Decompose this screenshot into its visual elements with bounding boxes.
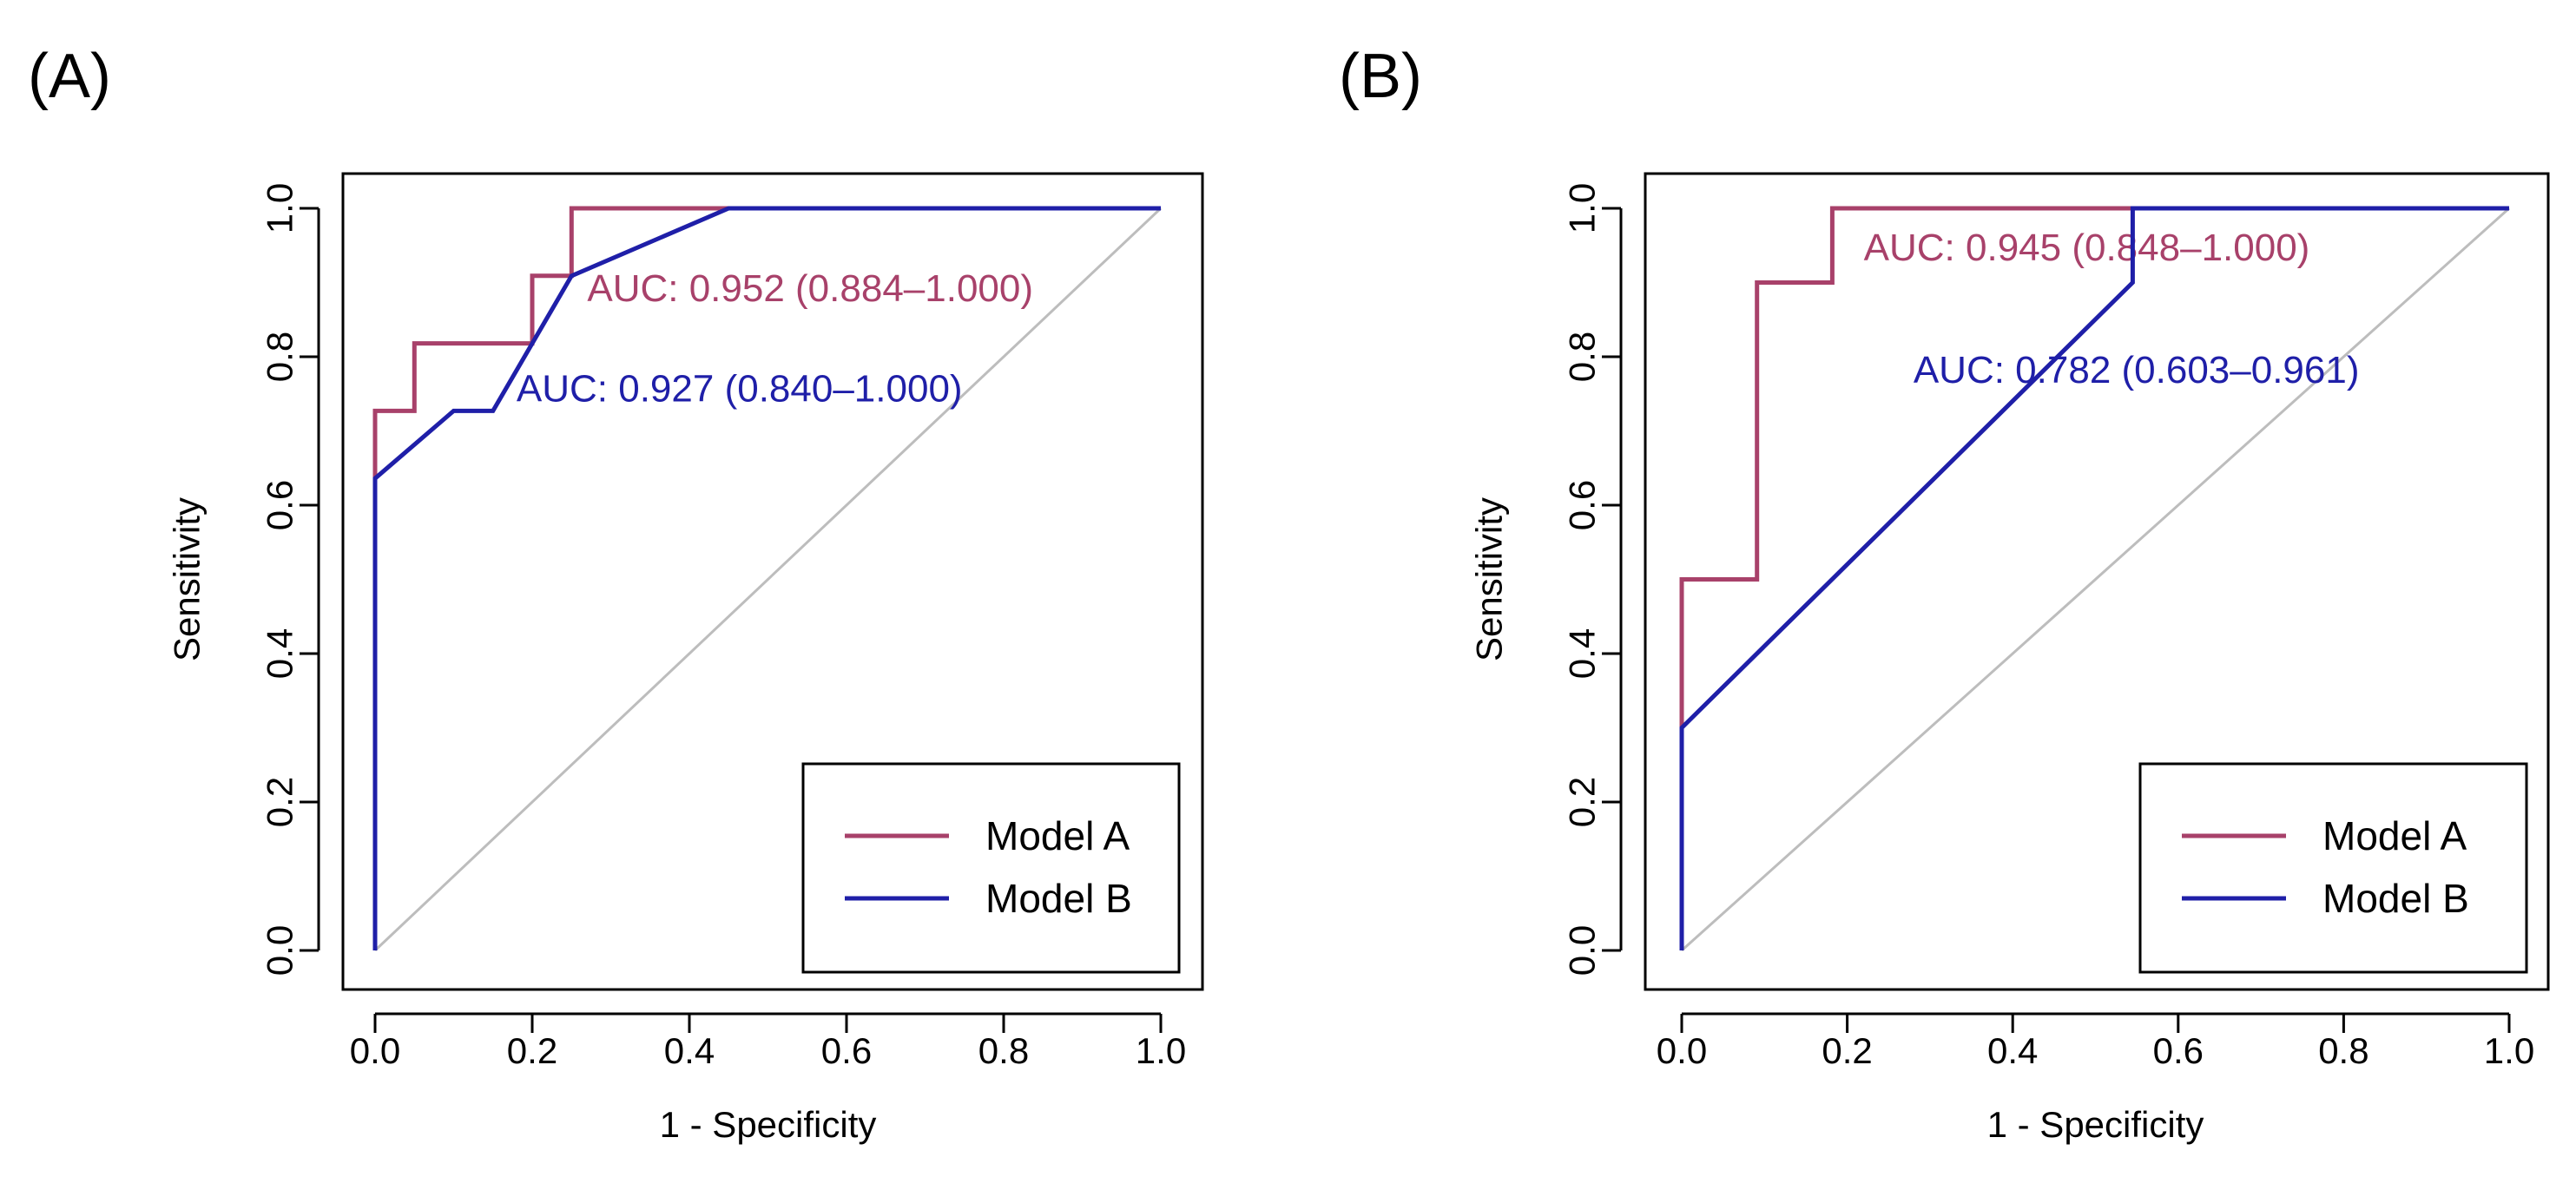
legend-label: Model B — [2322, 876, 2469, 921]
legend: Model A Model B — [801, 762, 1181, 974]
legend: Model A Model B — [2138, 762, 2528, 974]
legend-box — [2138, 762, 2528, 974]
auc-label-model-b: AUC: 0.927 (0.840–1.000) — [517, 367, 963, 410]
x-tick-label: 0.6 — [821, 1030, 872, 1071]
x-tick-label: 0.8 — [978, 1030, 1029, 1071]
y-axis-title: Sensitivity — [167, 497, 208, 661]
legend-label: Model B — [985, 876, 1132, 921]
x-tick-label: 0.6 — [2153, 1030, 2204, 1071]
auc-label-model-b: AUC: 0.782 (0.603–0.961) — [1914, 349, 2360, 391]
y-tick-label: 0.8 — [260, 332, 300, 382]
legend-box — [801, 762, 1181, 974]
y-tick-label: 0.4 — [260, 628, 300, 679]
y-tick-label: 0.2 — [1562, 777, 1603, 827]
panel-label: (A) — [28, 42, 111, 111]
chart-panel-b: (B) 0.0 0.2 0.4 0.6 0.8 1.0 0.0 0.2 0.4 0.6 0.8 1.0 1… — [1339, 42, 2550, 1145]
x-tick-label: 0.8 — [2318, 1030, 2368, 1071]
legend-label: Model A — [985, 813, 1130, 858]
x-tick-label: 0.4 — [1987, 1030, 2038, 1071]
y-tick-label: 1.0 — [1562, 183, 1603, 233]
chart-panel-a: (A) 0.0 0.2 0.4 0.6 0.8 1.0 0.0 0.2 0.4 0.6 0.8 1.0 1… — [28, 42, 1204, 1145]
x-tick-label: 0.4 — [664, 1030, 715, 1071]
y-axis-title: Sensitivity — [1469, 497, 1510, 661]
roc-curve-model-a — [1679, 206, 2509, 950]
x-axis-title: 1 - Specificity — [660, 1104, 877, 1145]
x-tick-label: 0.2 — [1822, 1030, 1872, 1071]
y-tick-label: 0.4 — [1562, 628, 1603, 679]
x-tick-label: 0.0 — [350, 1030, 400, 1071]
roc-curve-model-a — [372, 206, 1161, 950]
reference-diagonal — [1680, 207, 2511, 952]
panel-label: (B) — [1339, 42, 1422, 111]
y-tick-label: 0.2 — [260, 777, 300, 827]
x-tick-label: 1.0 — [2484, 1030, 2534, 1071]
legend-label: Model A — [2322, 813, 2467, 858]
y-tick-label: 0.0 — [1562, 925, 1603, 976]
reference-diagonal — [373, 207, 1163, 952]
y-tick-label: 0.6 — [1562, 480, 1603, 530]
auc-label-model-a: AUC: 0.952 (0.884–1.000) — [587, 267, 1033, 310]
x-axis-title: 1 - Specificity — [1987, 1104, 2204, 1145]
x-tick-label: 0.2 — [507, 1030, 557, 1071]
y-tick-label: 1.0 — [260, 183, 300, 233]
plot-frame — [341, 172, 1204, 991]
y-tick-label: 0.8 — [1562, 332, 1603, 382]
plot-frame — [1644, 172, 2550, 991]
x-tick-label: 1.0 — [1136, 1030, 1186, 1071]
y-tick-label: 0.6 — [260, 480, 300, 530]
x-tick-label: 0.0 — [1657, 1030, 1707, 1071]
auc-label-model-a: AUC: 0.945 (0.848–1.000) — [1864, 227, 2310, 269]
roc-curve-model-b — [372, 206, 1161, 950]
y-tick-label: 0.0 — [260, 925, 300, 976]
roc-curve-model-b — [1679, 206, 2509, 950]
